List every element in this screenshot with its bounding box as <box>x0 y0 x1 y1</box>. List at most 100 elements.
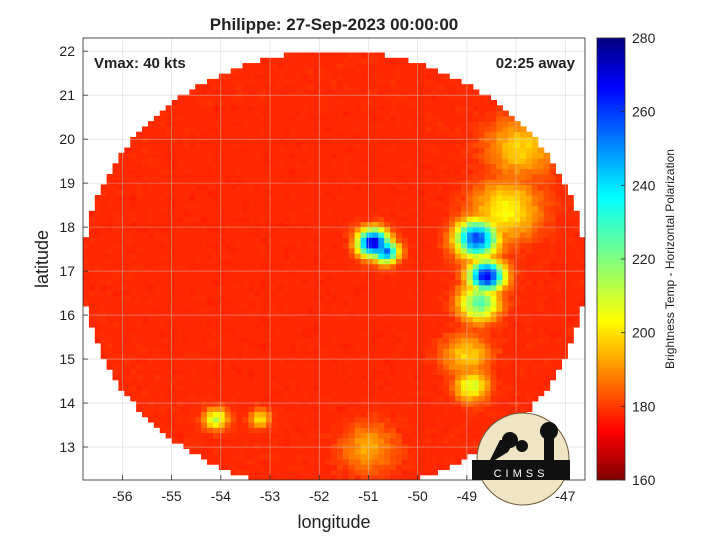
heatmap-cell <box>378 173 385 180</box>
heatmap-cell <box>396 63 403 69</box>
heatmap-cell <box>195 395 202 402</box>
heatmap-cell <box>313 179 320 186</box>
heatmap-cell <box>407 179 415 186</box>
heatmap-cell <box>478 300 486 307</box>
heatmap-cell <box>248 237 255 244</box>
heatmap-cell <box>183 173 190 180</box>
heatmap-cell <box>88 226 96 233</box>
heatmap-cell <box>490 121 498 127</box>
heatmap-cell <box>354 295 362 302</box>
heatmap-cell <box>496 332 503 339</box>
heatmap-cell <box>425 142 433 149</box>
heatmap-cell <box>171 321 179 328</box>
heatmap-cell <box>407 163 415 170</box>
heatmap-cell <box>118 348 125 354</box>
heatmap-cell <box>460 411 468 418</box>
heatmap-cell <box>342 464 350 471</box>
heatmap-cell <box>401 311 409 317</box>
heatmap-cell <box>496 358 503 365</box>
heatmap-cell <box>401 353 409 360</box>
heatmap-cell <box>484 247 492 254</box>
heatmap-cell <box>472 305 480 312</box>
heatmap-cell <box>301 115 309 122</box>
heatmap-cell <box>396 416 403 423</box>
heatmap-cell <box>177 258 184 265</box>
heatmap-cell <box>437 284 444 291</box>
heatmap-cell <box>336 68 344 75</box>
heatmap-cell <box>142 348 149 354</box>
heatmap-cell <box>437 147 444 154</box>
heatmap-cell <box>277 242 285 249</box>
heatmap-cell <box>490 147 498 154</box>
heatmap-cell <box>242 295 249 302</box>
heatmap-cell <box>201 126 208 133</box>
heatmap-cell <box>372 474 379 480</box>
heatmap-cell <box>342 237 350 244</box>
heatmap-cell <box>460 348 468 354</box>
heatmap-cell <box>118 242 125 249</box>
heatmap-cell <box>449 184 456 191</box>
heatmap-cell <box>224 432 232 439</box>
heatmap-cell <box>230 142 238 149</box>
heatmap-cell <box>159 168 167 175</box>
heatmap-cell <box>384 237 391 244</box>
heatmap-cell <box>472 189 480 196</box>
heatmap-cell <box>295 52 303 59</box>
heatmap-cell <box>331 290 338 296</box>
heatmap-cell <box>366 469 373 476</box>
heatmap-cell <box>242 348 249 354</box>
heatmap-cell <box>106 237 114 244</box>
heatmap-cell <box>431 448 438 455</box>
heatmap-cell <box>295 332 303 339</box>
heatmap-cell <box>466 321 474 328</box>
heatmap-cell <box>136 268 143 275</box>
heatmap-cell <box>390 469 397 476</box>
heatmap-cell <box>295 210 303 217</box>
heatmap-cell <box>502 179 509 186</box>
heatmap-cell <box>83 295 90 302</box>
heatmap-cell <box>230 290 238 296</box>
heatmap-cell <box>466 110 474 117</box>
heatmap-cell <box>336 300 344 307</box>
heatmap-cell <box>401 136 409 143</box>
heatmap-cell <box>301 385 309 391</box>
heatmap-cell <box>307 173 314 180</box>
heatmap-cell <box>295 274 303 281</box>
heatmap-cell <box>118 195 125 201</box>
heatmap-cell <box>301 332 309 339</box>
heatmap-cell <box>419 305 427 312</box>
heatmap-cell <box>159 126 167 133</box>
heatmap-cell <box>331 332 338 339</box>
heatmap-cell <box>295 115 303 122</box>
heatmap-cell <box>396 126 403 133</box>
heatmap-cell <box>342 200 350 207</box>
heatmap-cell <box>490 179 498 186</box>
heatmap-cell <box>147 163 155 170</box>
heatmap-cell <box>94 305 102 312</box>
heatmap-cell <box>195 342 202 349</box>
heatmap-cell <box>407 363 415 370</box>
heatmap-cell <box>396 374 403 381</box>
heatmap-cell <box>283 458 291 465</box>
heatmap-cell <box>106 221 114 228</box>
heatmap-cell <box>372 274 379 281</box>
heatmap-cell <box>118 274 125 281</box>
heatmap-cell <box>289 421 297 428</box>
heatmap-cell <box>224 94 232 101</box>
heatmap-cell <box>366 89 373 96</box>
heatmap-cell <box>313 142 320 149</box>
heatmap-cell <box>419 94 427 101</box>
heatmap-cell <box>460 216 468 222</box>
heatmap-cell <box>472 263 480 270</box>
heatmap-cell <box>236 305 244 312</box>
heatmap-cell <box>301 179 309 186</box>
heatmap-cell <box>496 173 503 180</box>
heatmap-cell <box>319 411 326 418</box>
heatmap-cell <box>466 247 474 254</box>
heatmap-cell <box>195 369 202 376</box>
heatmap-cell <box>236 268 244 275</box>
heatmap-cell <box>254 416 261 423</box>
heatmap-cell <box>449 337 456 344</box>
heatmap-cell <box>502 173 509 180</box>
heatmap-cell <box>136 353 143 360</box>
